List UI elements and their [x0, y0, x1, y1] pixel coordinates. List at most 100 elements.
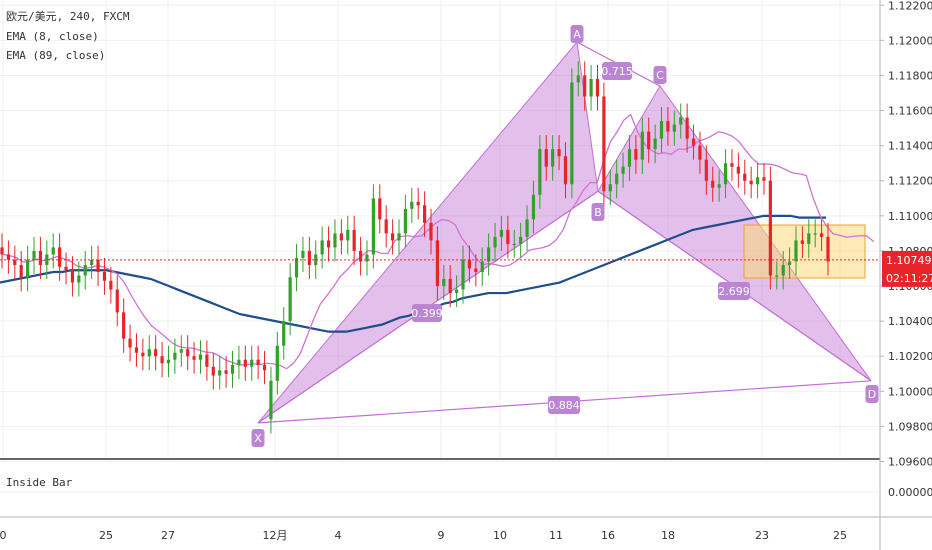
candle-body	[32, 250, 36, 260]
candle-body	[58, 247, 62, 267]
candle-body	[487, 247, 491, 262]
candle-body	[141, 352, 145, 357]
point-d-label: D	[865, 385, 879, 403]
candle-body	[749, 180, 753, 185]
candle-body	[743, 173, 747, 181]
candle-body	[595, 78, 600, 97]
candle-body	[775, 275, 779, 277]
candle-body	[826, 236, 830, 262]
time-axis[interactable]: 0 25 27 12月 4 9 10 11 16 18 23 25	[0, 529, 847, 542]
candle-body	[352, 229, 356, 251]
candle-body	[19, 264, 23, 278]
candle-body	[378, 198, 382, 220]
pattern-xab	[257, 40, 599, 424]
candle-body	[83, 264, 87, 276]
point-a-label-text: A	[573, 28, 581, 41]
candle-body	[128, 338, 132, 348]
candle-body	[243, 359, 247, 367]
candle-body	[384, 219, 388, 234]
candle-body	[102, 271, 107, 281]
candle-body	[442, 279, 446, 287]
candle-body	[736, 166, 740, 174]
candle-body	[154, 349, 158, 357]
ratio-xb-label-bg	[412, 304, 442, 322]
candle-body	[755, 177, 760, 185]
inside-bar-box[interactable]	[743, 224, 866, 279]
candle-body	[333, 233, 337, 248]
candles	[0, 61, 830, 434]
candle-body	[615, 173, 619, 185]
candle-body	[211, 366, 215, 376]
point-x-label-bg	[251, 429, 265, 447]
candle-body	[448, 279, 452, 294]
ratio-xb-label-text: 0.399	[411, 307, 443, 320]
price-tag-countdown: 02:11:27	[886, 272, 932, 285]
candle-body	[416, 201, 420, 206]
point-a-label: A	[570, 25, 584, 43]
candle-body	[787, 261, 792, 265]
price-tick-label: 1.10400	[888, 315, 932, 328]
candle-body	[301, 250, 305, 258]
time-tick-label: 18	[661, 529, 675, 542]
candle-body	[371, 198, 375, 255]
price-tag-bg	[882, 250, 932, 287]
time-tick-label: 25	[99, 529, 113, 542]
point-b-label-text: B	[594, 206, 602, 219]
candle-body	[269, 380, 273, 420]
candle-body	[730, 163, 734, 167]
ema-fast-legend[interactable]: EMA (8, close)	[6, 30, 99, 43]
price-tick-label: 1.09600	[888, 456, 932, 469]
candle-body	[800, 240, 804, 244]
candle-body	[455, 289, 459, 294]
candle-body	[493, 236, 497, 248]
candle-body	[435, 240, 440, 287]
candle-body	[647, 131, 651, 150]
time-tick-label: 11	[549, 529, 563, 542]
candle-body	[602, 96, 606, 192]
candle-body	[64, 266, 68, 271]
price-tick-label: 1.11000	[888, 210, 932, 223]
point-d-label-text: D	[868, 388, 876, 401]
candle-body	[768, 180, 772, 276]
candle-body	[704, 159, 708, 181]
candle-body	[698, 145, 702, 160]
point-c-label-bg	[653, 66, 667, 84]
candle-body	[275, 345, 279, 381]
candle-body	[179, 349, 183, 353]
candle-body	[90, 259, 94, 265]
point-x-label-text: X	[254, 432, 262, 445]
inside-bar-rectangle	[743, 224, 866, 279]
candle-body	[198, 354, 203, 360]
ratio-xd-label-bg	[548, 396, 580, 414]
time-tick-label: 25	[833, 529, 847, 542]
candle-body	[691, 138, 696, 146]
ratio-xb-label: 0.399	[411, 304, 443, 322]
time-tick-label: 0	[0, 529, 7, 542]
candle-body	[659, 121, 664, 139]
candle-body	[608, 184, 612, 192]
price-tick-label: 1.09800	[888, 420, 932, 433]
point-b-label-bg	[591, 203, 605, 221]
candle-body	[819, 233, 824, 237]
time-tick-label: 10	[493, 529, 507, 542]
candle-body	[410, 201, 414, 209]
candle-body	[621, 166, 625, 174]
candle-body	[429, 222, 433, 241]
candle-body	[26, 259, 30, 278]
time-tick-label: 23	[755, 529, 769, 542]
candle-body	[570, 82, 574, 185]
candle-body	[294, 257, 299, 278]
inside-bar-legend[interactable]: Inside Bar	[6, 476, 73, 489]
candle-body	[583, 75, 587, 97]
candle-body	[538, 149, 542, 195]
symbol-legend[interactable]: 欧元/美元, 240, FXCM	[6, 10, 130, 23]
candle-body	[531, 194, 536, 220]
sub-pane-tick-label: 0.00000	[888, 486, 932, 499]
candle-body	[544, 149, 548, 167]
ratio-ac-label-bg	[602, 62, 632, 80]
candle-body	[122, 312, 126, 339]
ema-slow-legend[interactable]: EMA (89, close)	[6, 49, 106, 62]
ratio-ac-label-text: 0.715	[601, 65, 633, 78]
candle-body	[589, 78, 593, 97]
